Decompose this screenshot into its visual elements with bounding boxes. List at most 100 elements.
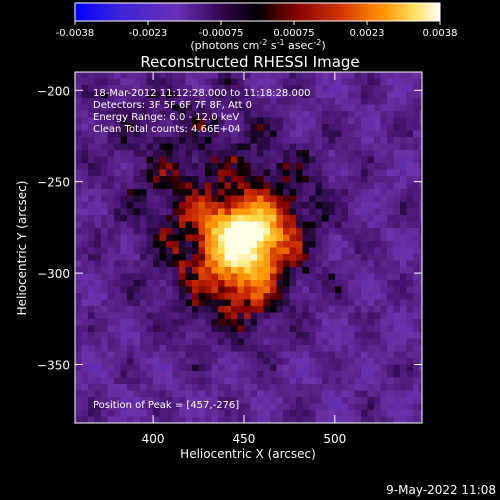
heatmap-pixel bbox=[341, 332, 349, 339]
heatmap-pixel bbox=[315, 117, 323, 125]
heatmap-pixel bbox=[413, 156, 420, 164]
heatmap-pixel bbox=[88, 306, 95, 313]
heatmap-pixel bbox=[94, 390, 102, 398]
heatmap-pixel bbox=[263, 280, 271, 287]
heatmap-pixel bbox=[302, 377, 310, 385]
heatmap-pixel bbox=[172, 299, 180, 307]
heatmap-pixel bbox=[315, 260, 323, 268]
heatmap-pixel bbox=[341, 384, 349, 391]
heatmap-pixel bbox=[387, 345, 394, 352]
heatmap-pixel bbox=[335, 312, 342, 320]
heatmap-pixel bbox=[231, 247, 238, 255]
heatmap-pixel bbox=[218, 319, 225, 326]
heatmap-pixel bbox=[211, 85, 219, 92]
heatmap-pixel bbox=[172, 195, 180, 203]
heatmap-pixel bbox=[406, 286, 414, 294]
heatmap-pixel bbox=[387, 91, 394, 99]
heatmap-pixel bbox=[244, 384, 251, 391]
heatmap-pixel bbox=[127, 208, 134, 216]
heatmap-pixel bbox=[354, 364, 362, 372]
heatmap-pixel bbox=[133, 358, 141, 365]
heatmap-pixel bbox=[361, 273, 368, 281]
heatmap-pixel bbox=[153, 416, 160, 423]
heatmap-pixel bbox=[296, 293, 303, 300]
heatmap-pixel bbox=[335, 325, 342, 333]
heatmap-pixel bbox=[81, 312, 89, 320]
heatmap-pixel bbox=[88, 91, 95, 99]
heatmap-pixel bbox=[328, 371, 336, 378]
heatmap-pixel bbox=[335, 397, 342, 404]
heatmap-pixel bbox=[153, 104, 160, 112]
heatmap-pixel bbox=[322, 293, 329, 300]
heatmap-pixel bbox=[302, 98, 310, 105]
heatmap-pixel bbox=[127, 234, 134, 242]
heatmap-pixel bbox=[328, 91, 336, 99]
heatmap-pixel bbox=[257, 260, 264, 268]
heatmap-pixel bbox=[419, 306, 422, 313]
heatmap-pixel bbox=[309, 104, 316, 112]
annotation-line: Energy Range: 6.0 - 12.0 keV bbox=[93, 112, 239, 123]
heatmap-pixel bbox=[328, 299, 336, 307]
heatmap-pixel bbox=[380, 286, 388, 294]
heatmap-pixel bbox=[218, 202, 225, 209]
heatmap-pixel bbox=[289, 143, 297, 151]
heatmap-pixel bbox=[140, 169, 147, 177]
heatmap-pixel bbox=[354, 130, 362, 138]
heatmap-pixel bbox=[276, 410, 284, 417]
heatmap-pixel bbox=[296, 416, 303, 423]
heatmap-pixel bbox=[315, 208, 323, 216]
heatmap-pixel bbox=[94, 377, 102, 385]
heatmap-pixel bbox=[263, 176, 271, 183]
heatmap-pixel bbox=[361, 390, 368, 398]
heatmap-pixel bbox=[205, 111, 212, 118]
heatmap-pixel bbox=[101, 72, 108, 79]
heatmap-pixel bbox=[159, 293, 167, 300]
heatmap-pixel bbox=[205, 169, 212, 177]
heatmap-pixel bbox=[406, 358, 414, 365]
heatmap-pixel bbox=[250, 384, 258, 391]
heatmap-pixel bbox=[354, 416, 362, 423]
heatmap-pixel bbox=[159, 312, 167, 320]
colorbar-ticks: -0.0038 -0.0023 -0.00075 0.00075 0.0023 0.003… bbox=[56, 21, 458, 39]
heatmap-pixel bbox=[257, 273, 264, 281]
heatmap-pixel bbox=[257, 111, 264, 118]
heatmap-pixel bbox=[296, 137, 303, 144]
heatmap-pixel bbox=[237, 345, 245, 352]
heatmap-pixel bbox=[276, 208, 284, 216]
heatmap-pixel bbox=[231, 176, 238, 183]
heatmap-pixel bbox=[146, 78, 154, 86]
heatmap-pixel bbox=[393, 351, 401, 359]
heatmap-pixel bbox=[393, 98, 401, 105]
heatmap-pixel bbox=[120, 384, 128, 391]
heatmap-pixel bbox=[114, 338, 121, 346]
heatmap-pixel bbox=[250, 371, 258, 378]
heatmap-pixel bbox=[374, 306, 381, 313]
heatmap-pixel bbox=[361, 195, 368, 203]
heatmap-pixel bbox=[413, 143, 420, 151]
heatmap-pixel bbox=[387, 410, 394, 417]
heatmap-pixel bbox=[179, 358, 186, 365]
heatmap-pixel bbox=[224, 85, 232, 92]
heatmap-pixel bbox=[270, 228, 277, 235]
heatmap-pixel bbox=[192, 137, 199, 144]
heatmap-pixel bbox=[400, 241, 407, 248]
heatmap-pixel bbox=[380, 364, 388, 372]
heatmap-pixel bbox=[361, 85, 368, 92]
heatmap-pixel bbox=[309, 345, 316, 352]
heatmap-pixel bbox=[133, 306, 141, 313]
heatmap-pixel bbox=[257, 293, 264, 300]
heatmap-pixel bbox=[185, 195, 193, 203]
heatmap-pixel bbox=[146, 306, 154, 313]
heatmap-pixel bbox=[315, 156, 323, 164]
heatmap-pixel bbox=[94, 143, 102, 151]
heatmap-pixel bbox=[328, 98, 336, 105]
heatmap-pixel bbox=[107, 221, 115, 229]
heatmap-pixel bbox=[322, 345, 329, 352]
heatmap-pixel bbox=[153, 306, 160, 313]
heatmap-pixel bbox=[75, 156, 82, 164]
heatmap-pixel bbox=[198, 208, 206, 216]
heatmap-pixel bbox=[205, 72, 212, 79]
heatmap-pixel bbox=[224, 273, 232, 281]
heatmap-pixel bbox=[387, 195, 394, 203]
heatmap-pixel bbox=[94, 384, 102, 391]
